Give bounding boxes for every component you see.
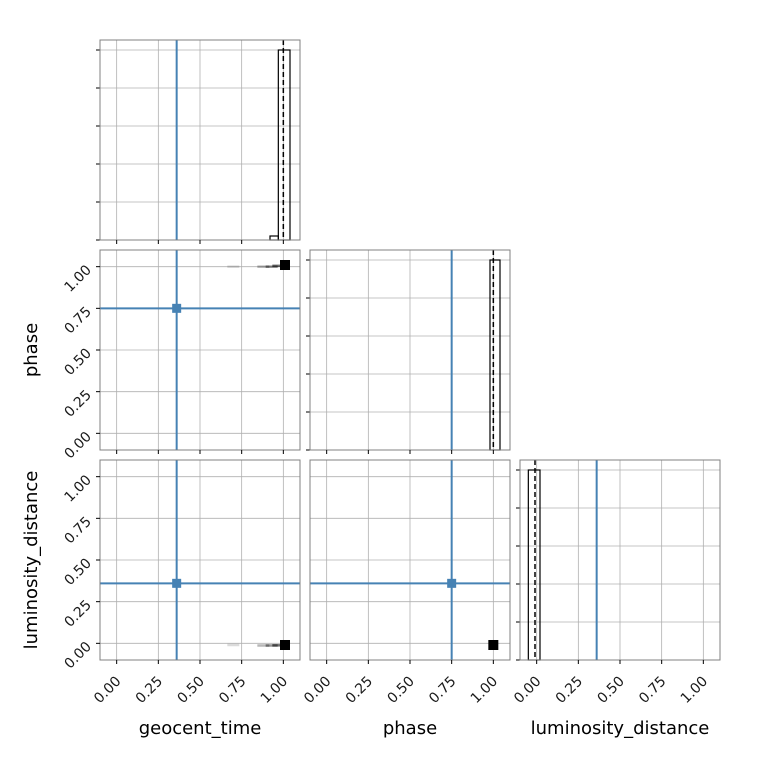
sample-point xyxy=(280,260,290,270)
y-tick-label: 0.00 xyxy=(61,429,94,462)
x-axis-label: geocent_time xyxy=(139,718,262,739)
y-tick-label: 0.25 xyxy=(61,597,94,630)
y-axis-label: phase xyxy=(21,323,42,377)
truth-marker xyxy=(172,578,182,588)
histogram-bar xyxy=(277,49,291,241)
panel-luminosity_distance-luminosity_distance xyxy=(516,459,721,664)
x-tick-label: 1.00 xyxy=(258,674,291,707)
x-tick-label: 1.00 xyxy=(468,674,501,707)
x-tick-label: 0.25 xyxy=(553,674,586,707)
sample-point xyxy=(488,640,499,650)
y-tick-label: 1.00 xyxy=(61,472,94,505)
y-tick-label: 0.75 xyxy=(61,514,94,547)
sample-point xyxy=(280,640,290,650)
truth-marker xyxy=(172,303,182,313)
x-tick-label: 0.00 xyxy=(301,674,334,707)
histogram-bar xyxy=(269,235,279,241)
y-tick-label: 0.75 xyxy=(61,304,94,337)
y-tick-label: 0.50 xyxy=(61,556,94,589)
x-tick-label: 0.00 xyxy=(91,674,124,707)
x-tick-label: 0.75 xyxy=(426,674,459,707)
panel-phase-phase xyxy=(306,249,511,454)
histogram-bar xyxy=(489,259,501,451)
y-axis-label: luminosity_distance xyxy=(21,471,42,650)
x-tick-label: 0.25 xyxy=(343,674,376,707)
x-tick-label: 0.25 xyxy=(133,674,166,707)
panel-phase-luminosity_distance xyxy=(309,459,511,664)
y-tick-label: 1.00 xyxy=(61,262,94,295)
x-tick-label: 0.75 xyxy=(216,674,249,707)
x-axis-label: phase xyxy=(383,718,437,739)
panel-geocent_time-geocent_time xyxy=(96,39,301,244)
x-tick-label: 0.50 xyxy=(594,674,627,707)
y-tick-label: 0.00 xyxy=(61,639,94,672)
y-tick-label: 0.50 xyxy=(61,346,94,379)
x-tick-label: 0.50 xyxy=(174,674,207,707)
panel-geocent_time-luminosity_distance xyxy=(96,459,301,664)
panel-geocent_time-phase xyxy=(96,249,301,454)
histogram-bar xyxy=(527,469,541,661)
x-tick-label: 0.75 xyxy=(636,674,669,707)
x-tick-label: 1.00 xyxy=(678,674,711,707)
x-axis-label: luminosity_distance xyxy=(531,718,710,739)
truth-marker xyxy=(447,578,457,588)
y-tick-label: 0.25 xyxy=(61,387,94,420)
x-tick-label: 0.50 xyxy=(384,674,417,707)
x-tick-label: 0.00 xyxy=(511,674,544,707)
